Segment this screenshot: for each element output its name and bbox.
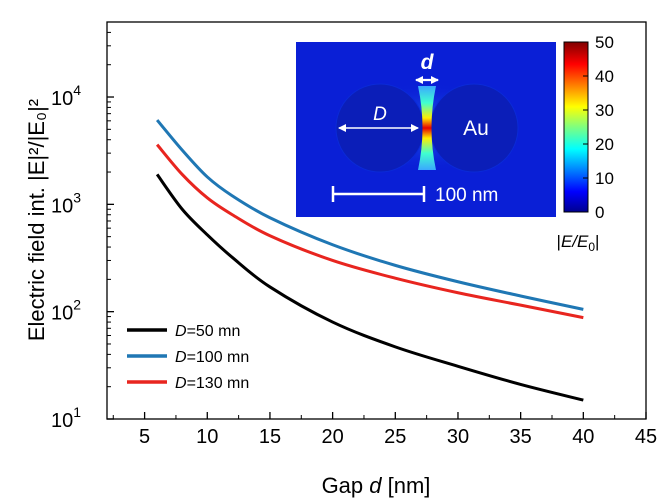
colorbar-tick-label: 50 (595, 33, 614, 52)
y-tick-label: 102 (51, 297, 81, 325)
legend-label: D=50 mn (175, 323, 240, 340)
gap-label: d (421, 51, 435, 74)
series-line (155, 119, 584, 311)
colorbar-tick-label: 0 (595, 203, 604, 222)
y-tick-label: 103 (51, 189, 81, 217)
colorbar-label: |E/E0| (557, 232, 600, 254)
x-axis-ticks: 5 10 15 20 25 30 35 40 45 (112, 412, 657, 448)
x-tick-label: 5 (139, 426, 150, 448)
y-tick-label: 104 (51, 82, 81, 110)
x-tick-label: 20 (322, 426, 344, 448)
y-tick-label: 101 (51, 404, 81, 432)
colorbar: 50 40 30 20 10 0 |E/E0| (557, 33, 614, 254)
x-axis-title: Gap d [nm] (322, 473, 431, 498)
x-tick-label: 10 (196, 426, 218, 448)
colorbar-ticks: 50 40 30 20 10 0 (583, 33, 614, 222)
colorbar-tick-label: 20 (595, 135, 614, 154)
colorbar-tick-label: 10 (595, 169, 614, 188)
gap-hotspot (418, 86, 436, 170)
series-line (155, 173, 584, 402)
colorbar-tick-label: 30 (595, 101, 614, 120)
x-tick-label: 15 (259, 426, 281, 448)
y-axis-title: Electric field int. |E|²/|E₀|² (24, 99, 49, 341)
x-tick-label: 35 (510, 426, 532, 448)
legend-label: D=100 mn (175, 349, 249, 366)
inset-field-map: D d Au 100 nm (296, 42, 556, 217)
x-tick-label: 40 (572, 426, 594, 448)
diameter-label: D (373, 104, 387, 125)
legend-label: D=130 mn (175, 375, 249, 392)
series-line (155, 143, 584, 320)
x-tick-label: 45 (635, 426, 657, 448)
series-layer (155, 119, 584, 402)
x-tick-label: 25 (384, 426, 406, 448)
legend: D=50 mn D=100 mn D=130 mn (127, 323, 249, 392)
colorbar-tick-label: 40 (595, 67, 614, 86)
y-axis-ticks: 101 102 103 104 (51, 21, 114, 432)
material-label: Au (463, 117, 489, 140)
scale-bar-label: 100 nm (435, 185, 498, 206)
colorbar-gradient (563, 41, 589, 213)
x-tick-label: 30 (447, 426, 469, 448)
